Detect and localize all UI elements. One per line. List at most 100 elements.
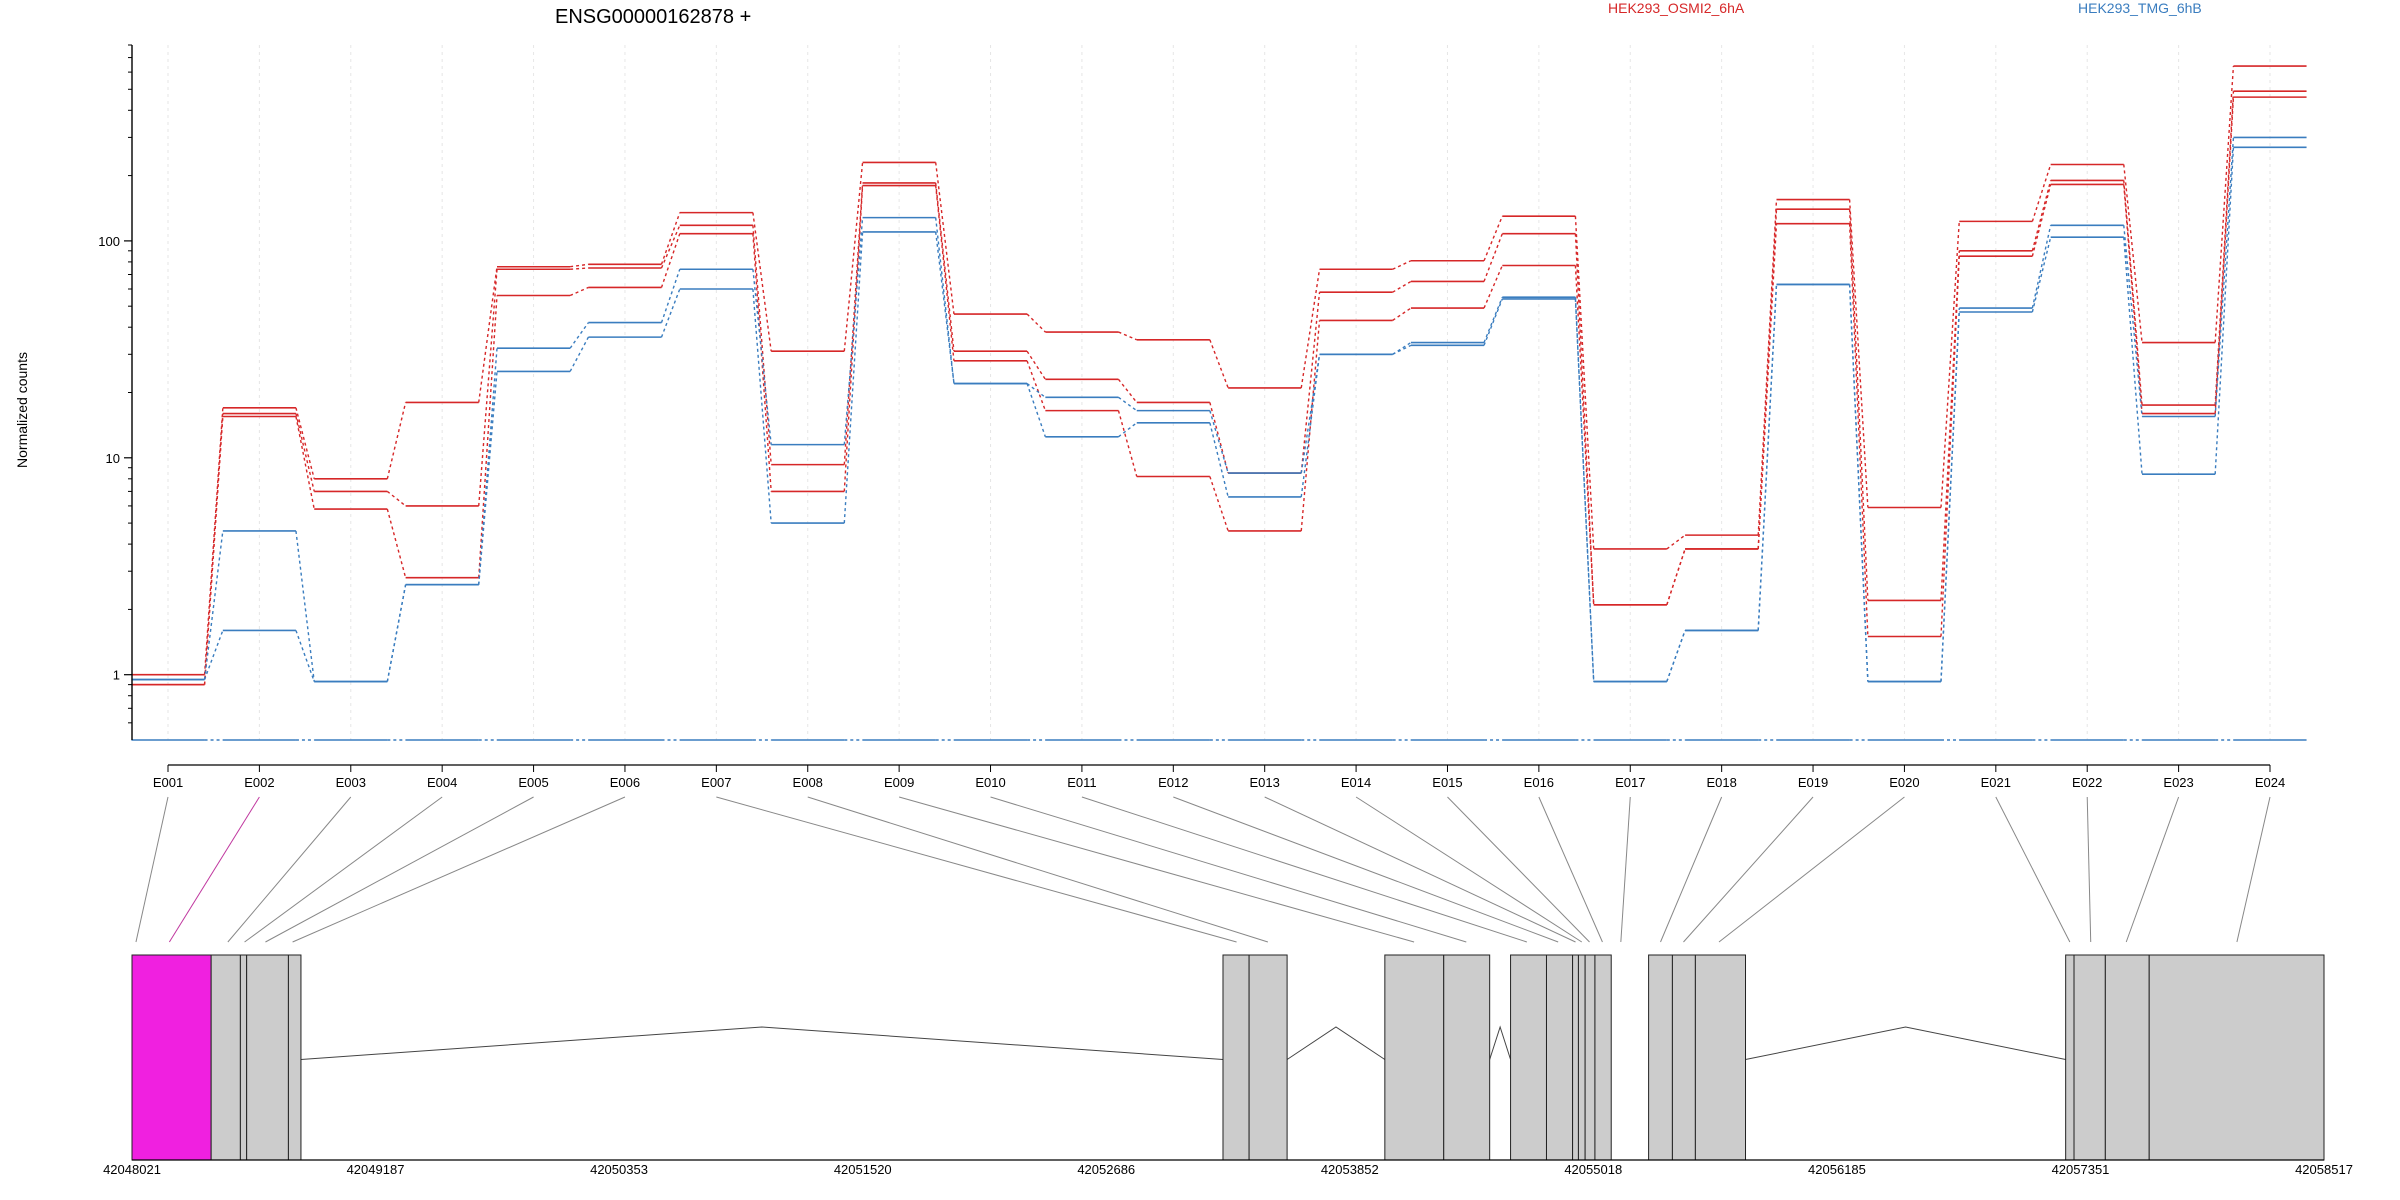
connector-e005	[265, 796, 534, 943]
x-tick-label-e001: E001	[153, 775, 183, 790]
exon-transition	[1940, 250, 1960, 601]
exon-transition	[570, 267, 589, 270]
exon-transition	[2031, 164, 2052, 222]
series-HEK293_OSMI2_6hA-2	[131, 96, 2307, 686]
exon-connector-lines	[135, 796, 2271, 943]
exon-transition	[1574, 216, 1595, 549]
exon-block	[1510, 954, 1547, 1161]
y-axis-label: Normalized counts	[14, 352, 30, 468]
exon-transition	[569, 286, 589, 297]
x-tick-label-e024: E024	[2255, 775, 2285, 790]
exon-transition	[1848, 199, 1869, 508]
exon-transition	[1300, 269, 1321, 389]
x-tick-label-e020: E020	[1889, 775, 1919, 790]
exon-transition	[2031, 184, 2052, 257]
x-tick-label-e023: E023	[2163, 775, 2193, 790]
x-tick-label-e013: E013	[1250, 775, 1280, 790]
exon-transition	[752, 233, 772, 492]
exon-transition	[1757, 284, 1778, 631]
exon-block	[287, 954, 302, 1161]
coord-tick-label: 42058517	[2295, 1162, 2353, 1177]
coord-tick-label: 42052686	[1077, 1162, 1135, 1177]
y-tick-label: 100	[98, 234, 120, 249]
connector-e015	[1447, 796, 1590, 943]
exon-block	[1384, 954, 1445, 1161]
connector-e017	[1620, 796, 1631, 943]
exon-block	[239, 954, 248, 1161]
exon-block	[1545, 954, 1574, 1161]
exon-transition	[1666, 534, 1686, 550]
exon-transition	[2214, 97, 2235, 414]
highlighted-exon	[131, 954, 212, 1161]
coord-tick-label: 42048021	[103, 1162, 161, 1177]
exon-transition	[660, 225, 681, 269]
exon-transition	[386, 490, 407, 507]
exon-block	[1577, 954, 1586, 1161]
exon-transition	[295, 416, 315, 510]
exon-transition	[843, 182, 864, 465]
connector-e021	[1995, 796, 2071, 943]
exon-transition	[1209, 422, 1229, 498]
exon-transition	[2031, 180, 2052, 251]
series-HEK293_TMG_6hB-4	[131, 146, 2307, 683]
exon-transition	[295, 407, 315, 479]
x-tick-label-e005: E005	[518, 775, 548, 790]
series-HEK293_OSMI2_6hA-1	[131, 90, 2307, 686]
exon-transition	[1026, 350, 1046, 380]
connector-e004	[244, 796, 443, 943]
x-tick-label-e010: E010	[975, 775, 1005, 790]
connector-e006	[292, 796, 626, 943]
exon-transition	[203, 416, 224, 685]
exon-block	[2148, 954, 2325, 1161]
coord-tick-label: 42050353	[590, 1162, 648, 1177]
exon-transition	[1483, 265, 1503, 309]
exon-transition	[1209, 410, 1229, 474]
exon-transition	[478, 371, 498, 585]
connector-e008	[807, 796, 1269, 943]
exon-block	[1671, 954, 1696, 1161]
exon-transition	[934, 217, 955, 384]
exon-transition	[1940, 221, 1960, 508]
exon-transition	[1574, 298, 1595, 682]
connector-e013	[1264, 796, 1576, 943]
connector-e022	[2086, 796, 2092, 943]
exon-transition	[752, 288, 772, 524]
exon-transition	[752, 225, 772, 465]
intron-line	[1745, 1026, 2066, 1060]
connector-e011	[1081, 796, 1528, 943]
exon-transition	[478, 266, 498, 403]
series-HEK293_OSMI2_6hA-0	[131, 65, 2307, 676]
exon-transition	[295, 413, 315, 492]
exon-transition	[1848, 223, 1869, 637]
connector-e024	[2236, 796, 2271, 943]
exon-transition	[660, 212, 681, 265]
exon-transition	[1118, 396, 1138, 412]
exon-transition	[934, 182, 955, 352]
exon-transition	[2214, 147, 2235, 475]
exon-transition	[660, 288, 681, 338]
exon-transition	[2031, 237, 2052, 313]
exon-transition	[1026, 360, 1047, 411]
y-axis: 1 10 100	[98, 44, 133, 740]
connector-e012	[1173, 796, 1559, 943]
exon-transition	[1483, 233, 1503, 282]
exon-transition	[2214, 137, 2235, 417]
exon-transition	[1392, 307, 1412, 321]
exon-transition	[1848, 209, 1869, 601]
exon-transition	[570, 263, 589, 268]
connector-e007	[716, 796, 1237, 943]
exon-block	[2065, 954, 2075, 1161]
x-tick-label-e018: E018	[1706, 775, 1736, 790]
exon-transition	[2123, 237, 2143, 475]
exon-transition	[934, 162, 955, 315]
exon-transition	[934, 185, 955, 361]
exon-transition	[1392, 260, 1412, 270]
exon-transition	[1483, 296, 1503, 343]
exon-transition	[1209, 402, 1229, 474]
exon-transition	[1848, 284, 1869, 682]
connector-e016	[1538, 796, 1603, 943]
exon-block	[246, 954, 289, 1161]
exon-transition	[1666, 630, 1686, 682]
exon-transition	[1300, 354, 1321, 474]
legend-tmg: HEK293_TMG_6hB	[2078, 0, 2202, 16]
